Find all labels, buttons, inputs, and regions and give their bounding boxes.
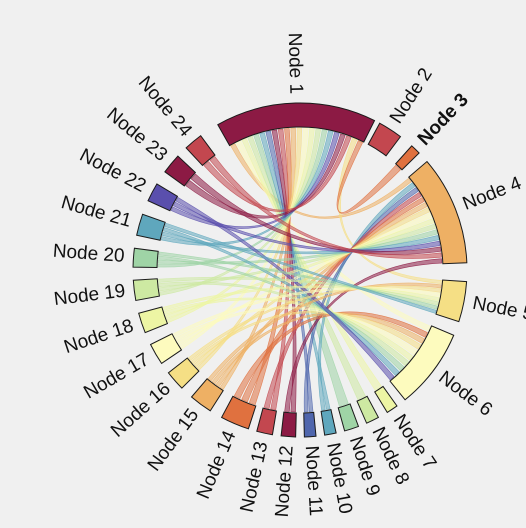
ribbon-36 <box>209 156 442 259</box>
node-arcs-layer <box>132 102 468 438</box>
ribbon-45 <box>163 227 400 376</box>
ribbon-53 <box>164 222 437 314</box>
node-arc-7[interactable] <box>374 385 398 414</box>
node-arc-24[interactable] <box>185 135 216 167</box>
node-arc-1[interactable] <box>217 102 376 147</box>
ribbon-48 <box>187 285 442 361</box>
ribbon-24 <box>303 187 419 413</box>
node-arc-8[interactable] <box>356 395 380 424</box>
node-arc-14[interactable] <box>220 395 257 430</box>
node-arc-19[interactable] <box>132 278 160 302</box>
ribbon-34 <box>172 201 441 253</box>
ribbons-layer <box>157 127 443 413</box>
ribbon-49 <box>172 286 441 338</box>
ribbon-27 <box>215 202 428 388</box>
node-arc-21[interactable] <box>136 213 166 241</box>
ribbon-32 <box>157 229 438 265</box>
node-label-5: Node 5 <box>471 293 526 325</box>
ribbon-52 <box>158 251 438 310</box>
node-arc-15[interactable] <box>190 378 224 412</box>
node-arc-23[interactable] <box>164 155 197 187</box>
node-label-19: Node 19 <box>53 281 127 311</box>
node-label-12: Node 12 <box>272 445 298 518</box>
node-label-3: Node 3 <box>414 89 473 149</box>
node-arc-4[interactable] <box>408 160 468 265</box>
node-arc-2[interactable] <box>367 122 402 157</box>
node-arc-10[interactable] <box>320 409 337 436</box>
ribbon-18 <box>170 131 340 229</box>
node-arc-6[interactable] <box>389 325 455 401</box>
node-label-21: Node 21 <box>59 192 134 232</box>
node-arc-11[interactable] <box>303 411 317 438</box>
ribbon-13 <box>179 127 309 350</box>
node-arc-17[interactable] <box>149 333 183 365</box>
node-arc-12[interactable] <box>280 411 297 438</box>
node-label-22: Node 22 <box>76 145 149 197</box>
node-label-6: Node 6 <box>435 367 497 421</box>
node-arc-5[interactable] <box>435 279 468 323</box>
ribbon-51 <box>157 276 439 306</box>
node-label-20: Node 20 <box>52 241 125 267</box>
node-label-13: Node 13 <box>237 440 273 515</box>
ribbon-33 <box>161 231 440 255</box>
node-label-1: Node 1 <box>284 33 307 95</box>
node-label-18: Node 18 <box>61 315 136 358</box>
node-label-11: Node 11 <box>301 445 326 517</box>
node-arc-3[interactable] <box>394 145 420 171</box>
ribbon-15 <box>159 128 322 296</box>
ribbon-29 <box>177 212 433 346</box>
node-label-14: Node 14 <box>193 427 241 502</box>
ribbon-20 <box>203 135 352 212</box>
ribbon-28 <box>193 207 430 368</box>
ribbon-22 <box>336 140 401 214</box>
node-label-4: Node 4 <box>460 173 525 215</box>
ribbon-26 <box>241 197 425 403</box>
ribbon-47 <box>207 282 442 382</box>
ribbon-11 <box>219 127 297 390</box>
node-arc-13[interactable] <box>256 407 277 436</box>
node-arc-16[interactable] <box>167 357 200 389</box>
node-arc-20[interactable] <box>132 247 159 269</box>
node-arc-22[interactable] <box>147 183 179 212</box>
node-arc-9[interactable] <box>337 403 360 432</box>
node-arc-18[interactable] <box>138 306 169 334</box>
ribbon-44 <box>158 255 405 371</box>
ribbon-21 <box>338 137 442 285</box>
node-label-15: Node 15 <box>144 405 204 475</box>
ribbon-50 <box>162 285 440 311</box>
